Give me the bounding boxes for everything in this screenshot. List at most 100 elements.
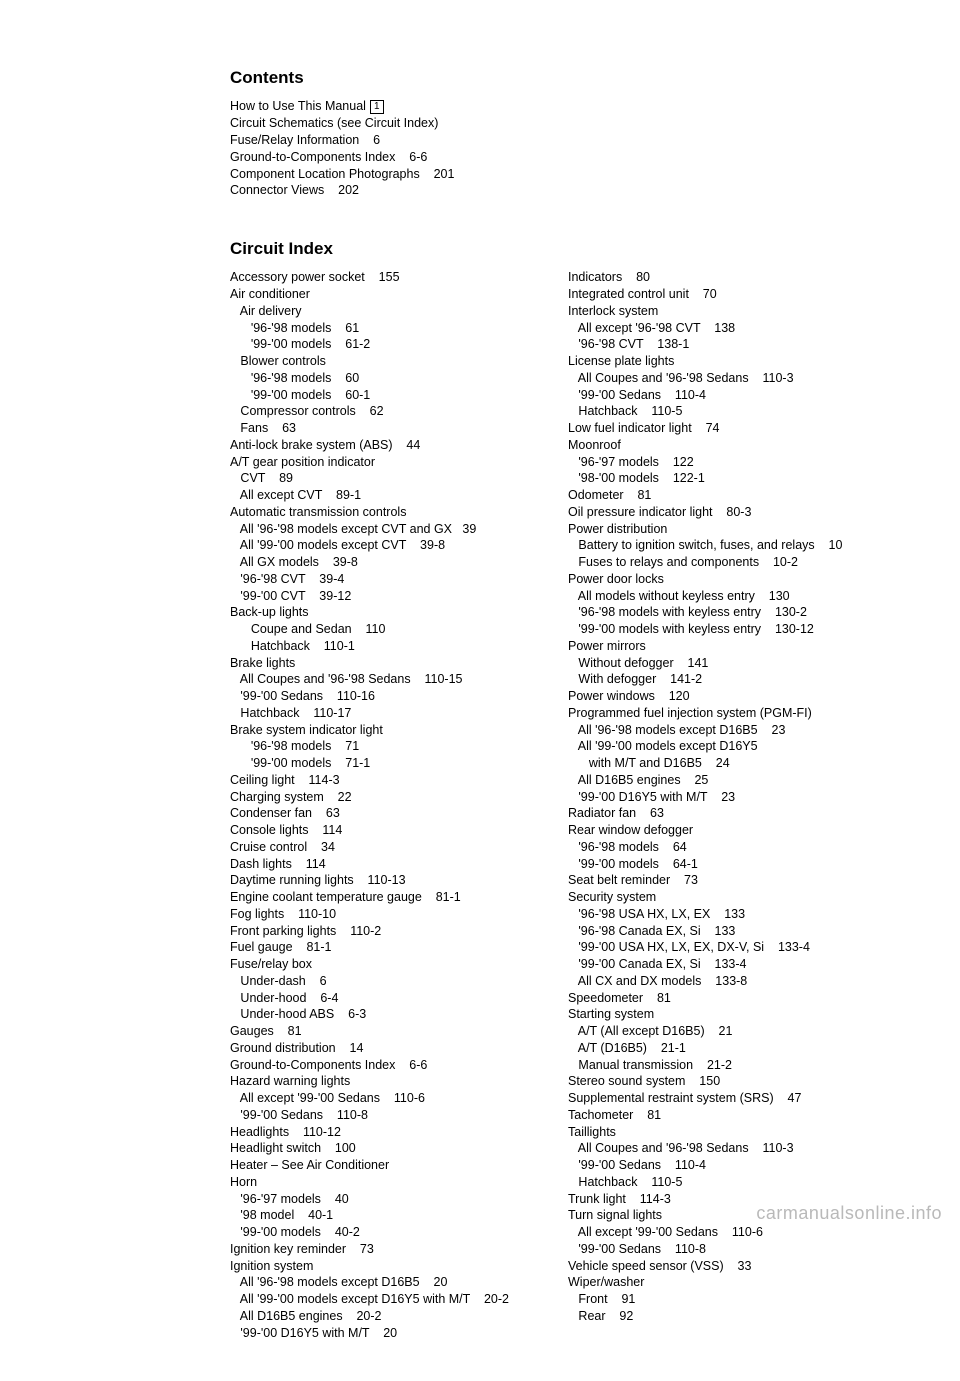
index-entry: '96-'98 Canada EX, Si 133 [568,923,908,940]
index-entry: A/T (All except D16B5) 21 [568,1023,908,1040]
index-entry: Brake lights [230,655,540,672]
index-entry: '96-'97 models 122 [568,454,908,471]
index-entry: Fuse/relay box [230,956,540,973]
index-entry: Ground-to-Components Index 6-6 [230,1057,540,1074]
index-columns: Accessory power socket 155Air conditione… [230,269,920,1341]
contents-row: Ground-to-Components Index 6-6 [230,149,920,166]
index-entry: Fuel gauge 81-1 [230,939,540,956]
index-entry: Fuses to relays and components 10-2 [568,554,908,571]
index-entry: '99-'00 Sedans 110-8 [230,1107,540,1124]
index-entry: '98 model 40-1 [230,1207,540,1224]
index-entry: Heater – See Air Conditioner [230,1157,540,1174]
index-entry: All D16B5 engines 25 [568,772,908,789]
index-entry: '99-'00 models 60-1 [230,387,540,404]
index-entry: Fans 63 [230,420,540,437]
index-entry: Brake system indicator light [230,722,540,739]
contents-row-text: Circuit Schematics (see Circuit Index) [230,116,438,130]
index-entry: '99-'00 Canada EX, Si 133-4 [568,956,908,973]
index-entry: Horn [230,1174,540,1191]
index-entry: License plate lights [568,353,908,370]
index-entry: Supplemental restraint system (SRS) 47 [568,1090,908,1107]
index-entry: Wiper/washer [568,1274,908,1291]
index-entry: Without defogger 141 [568,655,908,672]
contents-heading: Contents [230,68,920,88]
index-entry: Coupe and Sedan 110 [230,621,540,638]
index-entry: Headlight switch 100 [230,1140,540,1157]
index-entry: Oil pressure indicator light 80-3 [568,504,908,521]
index-entry: '96-'97 models 40 [230,1191,540,1208]
index-entry: '96-'98 models with keyless entry 130-2 [568,604,908,621]
index-entry: All '96-'98 models except D16B5 23 [568,722,908,739]
index-entry: All '99-'00 models except D16Y5 with M/T… [230,1291,540,1308]
index-entry: All Coupes and '96-'98 Sedans 110-15 [230,671,540,688]
index-entry: Indicators 80 [568,269,908,286]
index-entry: Air delivery [230,303,540,320]
index-entry: '99-'00 Sedans 110-16 [230,688,540,705]
contents-row: Fuse/Relay Information 6 [230,132,920,149]
contents-row-text: How to Use This Manual [230,99,366,113]
index-entry: All except '96-'98 CVT 138 [568,320,908,337]
index-entry: Power windows 120 [568,688,908,705]
contents-row: Connector Views 202 [230,182,920,199]
index-entry: Daytime running lights 110-13 [230,872,540,889]
index-entry: All Coupes and '96-'98 Sedans 110-3 [568,1140,908,1157]
index-entry: A/T (D16B5) 21-1 [568,1040,908,1057]
index-entry: All D16B5 engines 20-2 [230,1308,540,1325]
index-entry: All '99-'00 models except CVT 39-8 [230,537,540,554]
index-entry: '99-'00 Sedans 110-8 [568,1241,908,1258]
index-entry: '96-'98 CVT 138-1 [568,336,908,353]
index-entry: Dash lights 114 [230,856,540,873]
index-entry: All GX models 39-8 [230,554,540,571]
index-entry: Battery to ignition switch, fuses, and r… [568,537,908,554]
index-entry: Power mirrors [568,638,908,655]
index-entry: Power distribution [568,521,908,538]
index-entry: '96-'98 models 64 [568,839,908,856]
index-entry: '96-'98 models 71 [230,738,540,755]
index-entry: '96-'98 CVT 39-4 [230,571,540,588]
index-entry: Tachometer 81 [568,1107,908,1124]
index-entry: Anti-lock brake system (ABS) 44 [230,437,540,454]
contents-row-text: Ground-to-Components Index 6-6 [230,150,427,164]
index-entry: Ignition key reminder 73 [230,1241,540,1258]
index-entry: '99-'00 D16Y5 with M/T 20 [230,1325,540,1342]
index-entry: Ignition system [230,1258,540,1275]
index-entry: CVT 89 [230,470,540,487]
index-entry: All models without keyless entry 130 [568,588,908,605]
contents-list: How to Use This Manual 1 Circuit Schematic… [230,98,920,199]
index-entry: Starting system [568,1006,908,1023]
index-entry: '99-'00 models 61-2 [230,336,540,353]
index-entry: Blower controls [230,353,540,370]
index-entry: '99-'00 D16Y5 with M/T 23 [568,789,908,806]
index-entry: All except CVT 89-1 [230,487,540,504]
index-entry: Taillights [568,1124,908,1141]
index-entry: Under-hood ABS 6-3 [230,1006,540,1023]
circuit-index-heading: Circuit Index [230,239,920,259]
index-entry: Gauges 81 [230,1023,540,1040]
index-entry: Condenser fan 63 [230,805,540,822]
index-entry: '96-'98 USA HX, LX, EX 133 [568,906,908,923]
index-entry: Speedometer 81 [568,990,908,1007]
index-entry: Radiator fan 63 [568,805,908,822]
index-entry: Hatchback 110-5 [568,1174,908,1191]
index-entry: '99-'00 models 40-2 [230,1224,540,1241]
index-entry: Hatchback 110-1 [230,638,540,655]
index-entry: Power door locks [568,571,908,588]
index-entry: Automatic transmission controls [230,504,540,521]
index-entry: Headlights 110-12 [230,1124,540,1141]
index-entry: Security system [568,889,908,906]
index-entry: '99-'00 Sedans 110-4 [568,1157,908,1174]
index-entry: A/T gear position indicator [230,454,540,471]
contents-row-text: Connector Views 202 [230,183,359,197]
index-entry: Manual transmission 21-2 [568,1057,908,1074]
page-box-icon: 1 [370,100,384,114]
index-entry: Hatchback 110-17 [230,705,540,722]
index-entry: Ground distribution 14 [230,1040,540,1057]
index-entry: Low fuel indicator light 74 [568,420,908,437]
index-entry: Front parking lights 110-2 [230,923,540,940]
index-entry: '98-'00 models 122-1 [568,470,908,487]
index-entry: Under-dash 6 [230,973,540,990]
contents-row-text: Component Location Photographs 201 [230,167,454,181]
index-entry: Under-hood 6-4 [230,990,540,1007]
index-column-right: Indicators 80Integrated control unit 70I… [568,269,908,1341]
index-entry: Rear 92 [568,1308,908,1325]
